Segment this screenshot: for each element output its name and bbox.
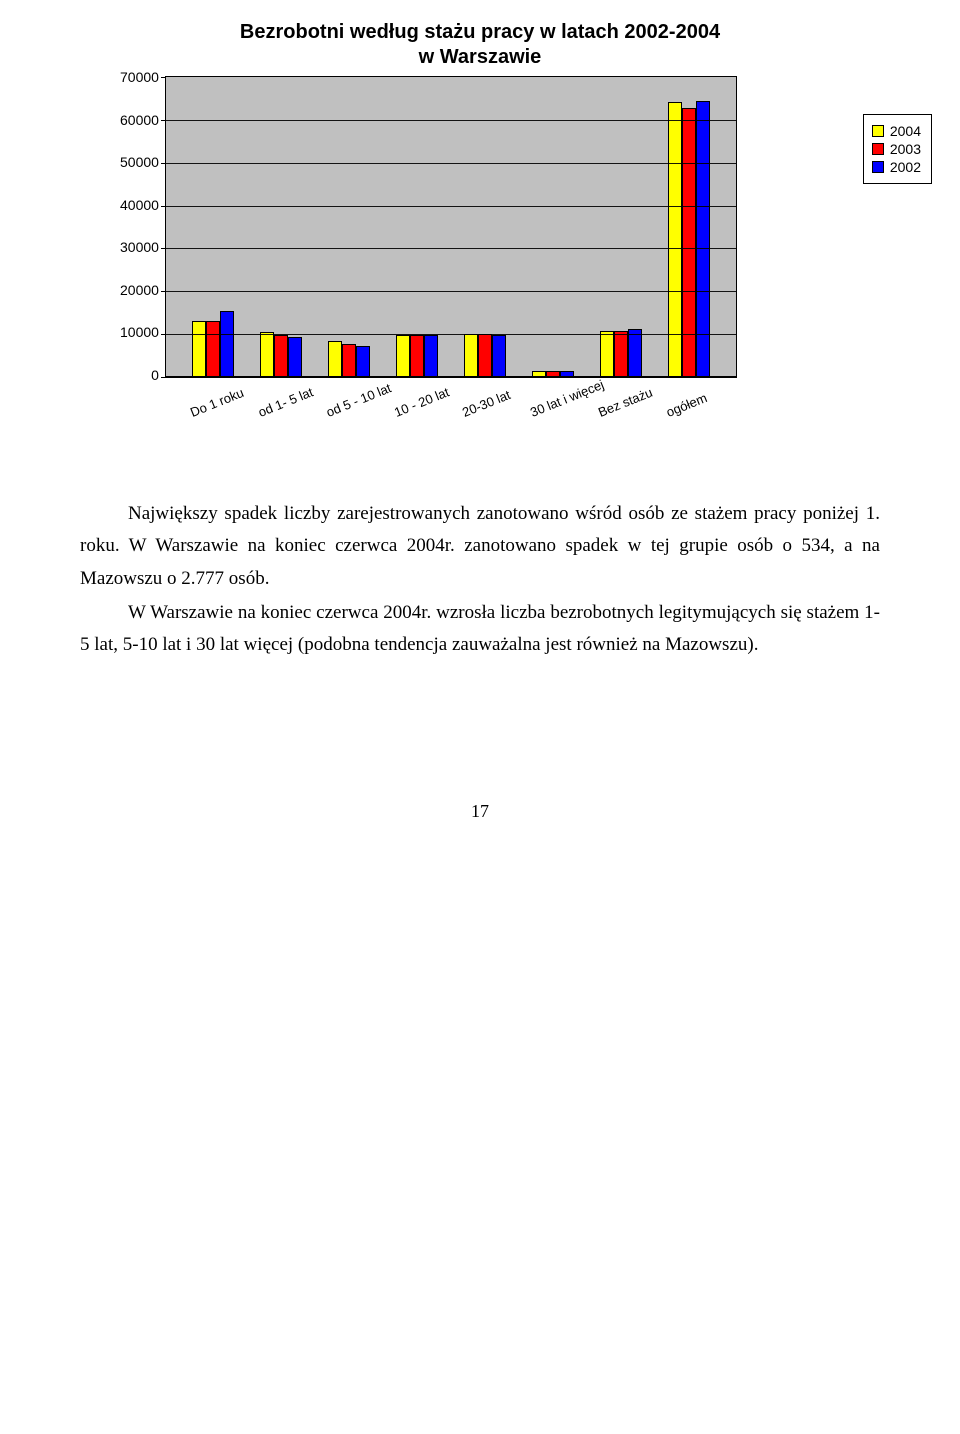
grid-line xyxy=(166,163,736,164)
chart-title: Bezrobotni według stażu pracy w latach 2… xyxy=(120,20,840,70)
y-tick-label: 30000 xyxy=(120,239,159,255)
x-tick-label: ogółem xyxy=(664,390,709,420)
grid-line xyxy=(166,248,736,249)
y-tick-label: 10000 xyxy=(120,324,159,340)
bar xyxy=(192,321,206,377)
bar xyxy=(424,335,438,377)
legend-swatch xyxy=(872,125,884,137)
y-tick-mark xyxy=(161,206,166,207)
chart-title-line1: Bezrobotni według stażu pracy w latach 2… xyxy=(240,21,720,43)
bar xyxy=(396,335,410,377)
bar xyxy=(668,102,682,377)
bar xyxy=(682,108,696,377)
x-tick-label: Do 1 roku xyxy=(188,385,246,420)
bar xyxy=(600,331,614,377)
page: Bezrobotni według stażu pracy w latach 2… xyxy=(0,0,960,862)
x-tick-label: od 1- 5 lat xyxy=(256,384,315,420)
y-tick-mark xyxy=(161,248,166,249)
x-tick-label: od 5 - 10 lat xyxy=(324,380,393,420)
x-tick-label: 10 - 20 lat xyxy=(392,384,451,420)
grid-line xyxy=(166,334,736,335)
legend-swatch xyxy=(872,143,884,155)
y-tick-mark xyxy=(161,120,166,121)
grid-line xyxy=(166,120,736,121)
bar xyxy=(220,311,234,377)
y-tick-label: 60000 xyxy=(120,112,159,128)
bar xyxy=(356,346,370,377)
x-tick-label: 20-30 lat xyxy=(460,387,513,420)
chart-title-line2: w Warszawie xyxy=(419,46,542,68)
y-tick-label: 0 xyxy=(151,367,159,383)
bar xyxy=(696,101,710,377)
bar xyxy=(628,329,642,377)
plot-area xyxy=(165,76,737,378)
bar xyxy=(206,321,220,377)
paragraph-1: Największy spadek liczby zarejestrowanyc… xyxy=(80,498,880,595)
legend-item: 2004 xyxy=(872,123,921,139)
bar xyxy=(478,334,492,377)
page-number: 17 xyxy=(80,801,880,822)
legend: 2004 2003 2002 xyxy=(863,114,932,184)
paragraph-2: W Warszawie na koniec czerwca 2004r. wzr… xyxy=(80,597,880,662)
bar xyxy=(410,335,424,377)
grid-line xyxy=(166,206,736,207)
legend-label: 2004 xyxy=(890,123,921,139)
bar xyxy=(614,331,628,377)
bar xyxy=(288,337,302,377)
plot-floor xyxy=(166,376,736,377)
bar xyxy=(328,341,342,377)
y-tick-label: 50000 xyxy=(120,154,159,170)
bar xyxy=(342,344,356,377)
y-tick-label: 70000 xyxy=(120,69,159,85)
bars-layer xyxy=(166,77,736,377)
y-tick-label: 20000 xyxy=(120,282,159,298)
plot-wrap: Do 1 roku od 1- 5 latod 5 - 10 lat10 - 20… xyxy=(165,76,737,458)
bar xyxy=(464,334,478,377)
body-text: Największy spadek liczby zarejestrowanyc… xyxy=(80,498,880,661)
bar xyxy=(492,335,506,377)
legend-label: 2002 xyxy=(890,159,921,175)
legend-swatch xyxy=(872,161,884,173)
y-tick-mark xyxy=(161,291,166,292)
legend-item: 2003 xyxy=(872,141,921,157)
y-tick-mark xyxy=(161,163,166,164)
y-tick-mark xyxy=(161,334,166,335)
bar xyxy=(260,332,274,377)
x-tick-label: 30 lat i więcej xyxy=(528,377,606,420)
legend-item: 2002 xyxy=(872,159,921,175)
y-tick-label: 40000 xyxy=(120,197,159,213)
plot-row: 700006000050000400003000020000100000 Do … xyxy=(120,76,840,458)
bar xyxy=(274,335,288,377)
grid-line xyxy=(166,291,736,292)
y-axis: 70000 60000 50000 40000 30000 20000 10000 0 xyxy=(120,69,165,383)
x-axis-labels: Do 1 roku od 1- 5 latod 5 - 10 lat10 - 20… xyxy=(165,378,735,458)
chart-container: Bezrobotni według stażu pracy w latach 2… xyxy=(120,20,840,458)
y-tick-mark xyxy=(161,77,166,78)
legend-label: 2003 xyxy=(890,141,921,157)
